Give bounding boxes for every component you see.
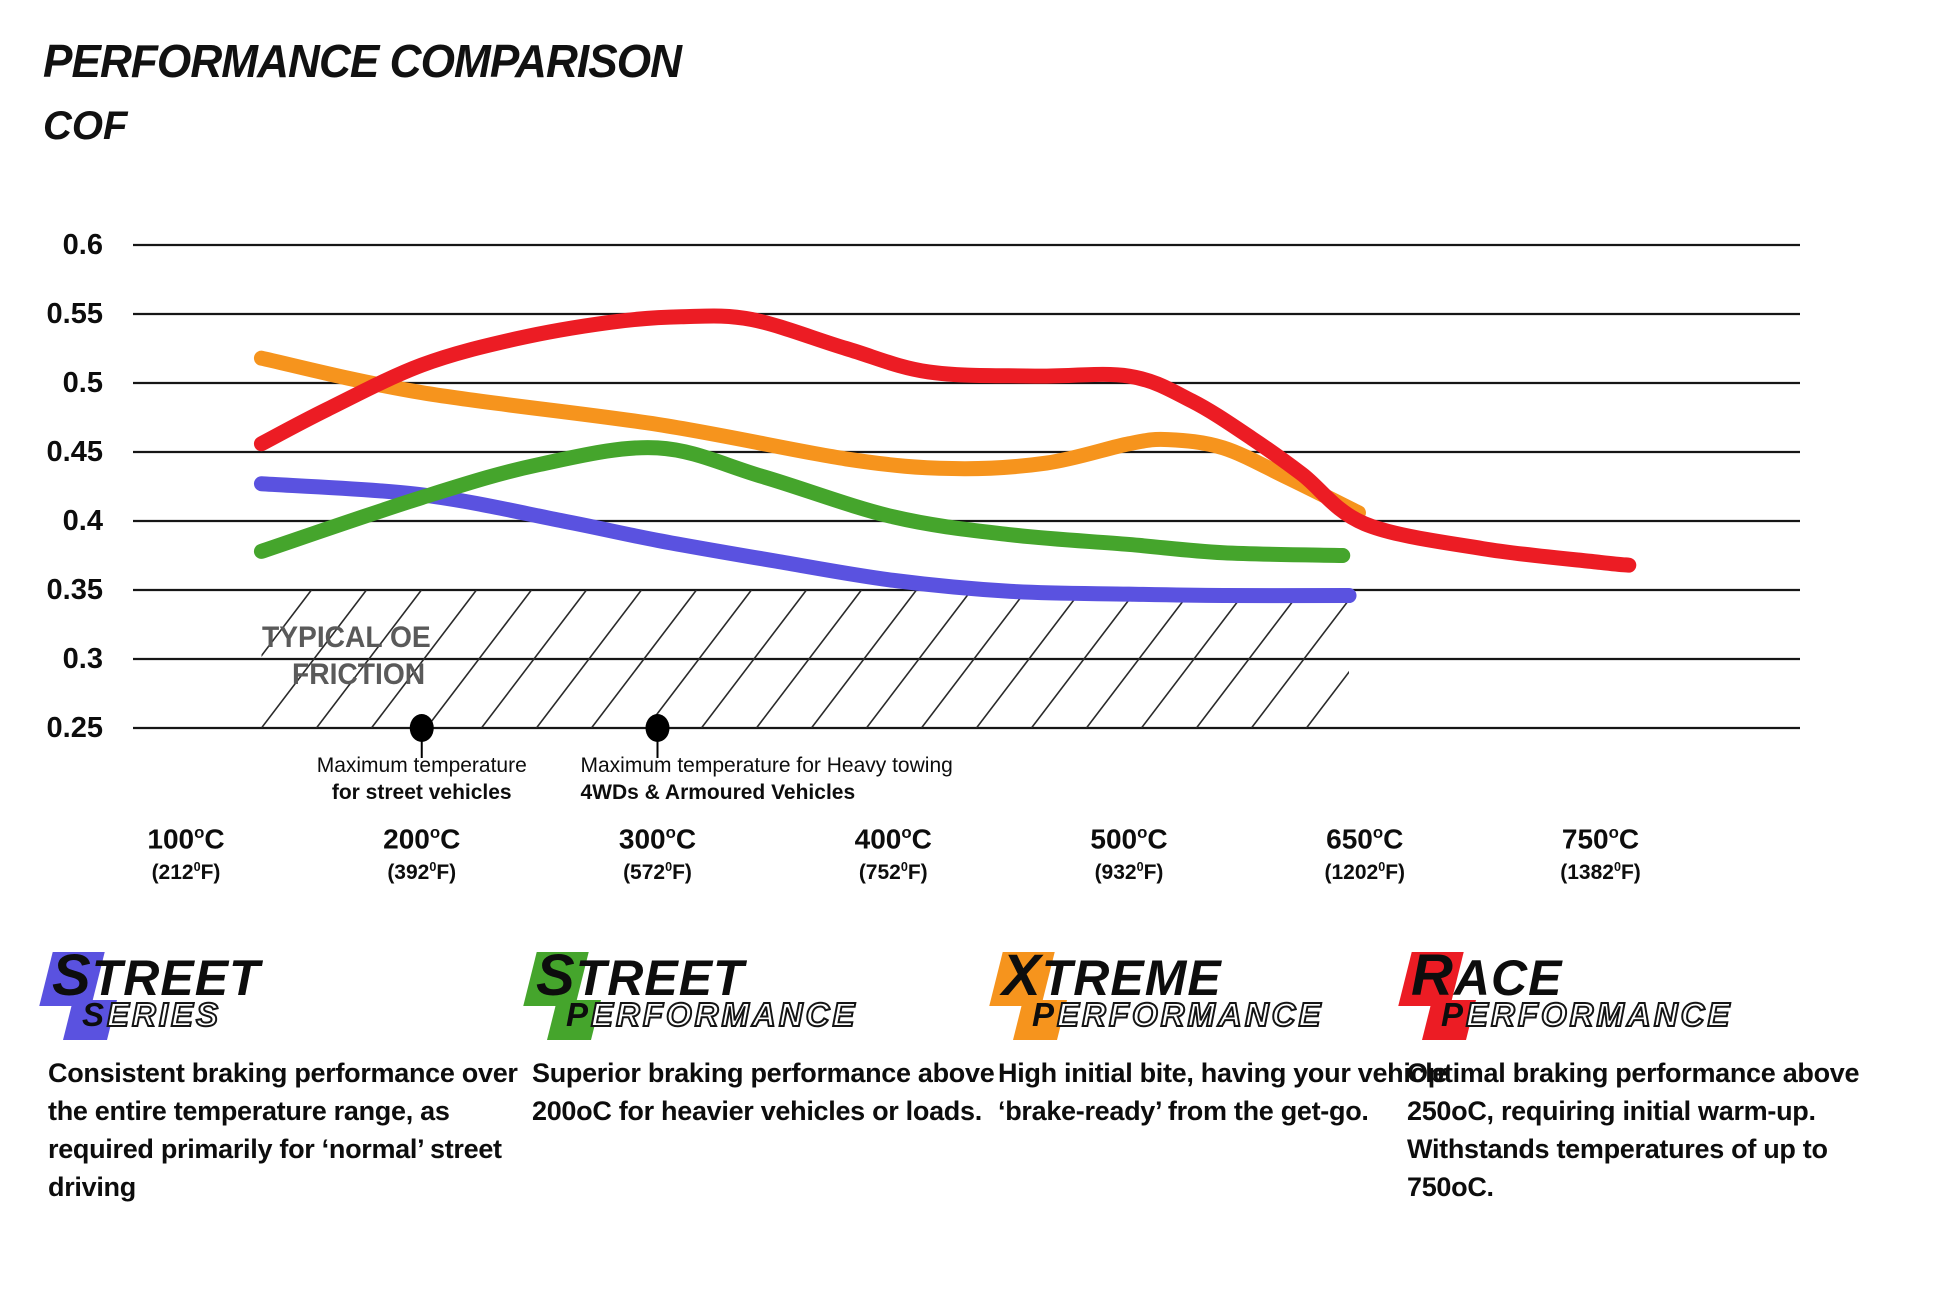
series-xtreme-performance xyxy=(253,350,1366,521)
series-race-performance xyxy=(253,308,1637,573)
legend-col-race-performance: RACE PERFORMANCE Optimal braking performan… xyxy=(1398,943,1877,1206)
logo-word1: RACE xyxy=(1411,943,1563,1008)
legend-description: Consistent braking performance over the … xyxy=(48,1058,518,1202)
x-tick-label: 650oC (12020F) xyxy=(1324,823,1406,885)
y-tick-label: 0.5 xyxy=(62,367,103,399)
legend-description: High initial bite, having your vehicle ‘… xyxy=(998,1058,1448,1126)
logo-word2: PERFORMANCE xyxy=(566,995,858,1034)
logo-word1: STREET xyxy=(52,943,261,1008)
series-street-performance xyxy=(253,440,1351,563)
logo-race-performance: RACE PERFORMANCE xyxy=(1398,943,1877,1048)
logo-word2: PERFORMANCE xyxy=(1441,995,1733,1034)
y-tick-label: 0.25 xyxy=(46,712,103,744)
x-tick-label: 750oC (13820F) xyxy=(1560,823,1641,885)
logo-street-performance: STREET PERFORMANCE xyxy=(523,943,1002,1048)
logo-xtreme-performance: XTREME PERFORMANCE xyxy=(989,943,1468,1048)
x-tick-label: 300oC (5720F) xyxy=(618,823,697,885)
series-street-series xyxy=(253,476,1357,604)
legend-description: Optimal braking performance above 250oC,… xyxy=(1407,1058,1860,1202)
oe-friction-label-line2: FRICTION xyxy=(292,658,426,691)
max-temp-dot xyxy=(645,714,670,742)
y-tick-label: 0.6 xyxy=(62,229,103,261)
x-tick-label: 500oC (9320F) xyxy=(1090,823,1168,885)
y-tick-label: 0.35 xyxy=(46,574,103,606)
legend-col-street-series: STREET SERIES Consistent braking performan… xyxy=(39,943,518,1206)
y-tick-label: 0.55 xyxy=(46,298,103,330)
x-tick-label: 100oC (2120F) xyxy=(147,823,225,885)
logo-word1: XTREME xyxy=(1002,943,1222,1008)
y-axis-title: COF xyxy=(43,104,128,148)
y-tick-label: 0.4 xyxy=(62,505,103,537)
logo-word2: PERFORMANCE xyxy=(1032,995,1324,1034)
legend-description: Superior braking performance above 200oC… xyxy=(532,1058,995,1126)
page-title: PERFORMANCE COMPARISON xyxy=(43,35,682,87)
legend-col-street-performance: STREET PERFORMANCE Superior braking perfor… xyxy=(523,943,1002,1130)
legend-col-xtreme-performance: XTREME PERFORMANCE High initial bite, havi… xyxy=(989,943,1468,1130)
oe-friction-hatch xyxy=(261,590,1350,728)
logo-street-series: STREET SERIES xyxy=(39,943,518,1048)
y-tick-label: 0.3 xyxy=(62,643,103,675)
x-tick-label: 200oC (3920F) xyxy=(383,823,461,885)
logo-word1: STREET xyxy=(536,943,745,1008)
x-tick-label: 400oC (7520F) xyxy=(854,823,932,885)
annotation: Maximum temperature for street vehicles xyxy=(316,754,527,804)
logo-word2: SERIES xyxy=(82,995,222,1034)
oe-friction-label-line1: TYPICAL OE xyxy=(262,621,431,654)
annotation: Maximum temperature for Heavy towing 4WDs… xyxy=(580,754,953,804)
max-temp-dot xyxy=(409,714,434,742)
y-tick-label: 0.45 xyxy=(46,436,103,468)
